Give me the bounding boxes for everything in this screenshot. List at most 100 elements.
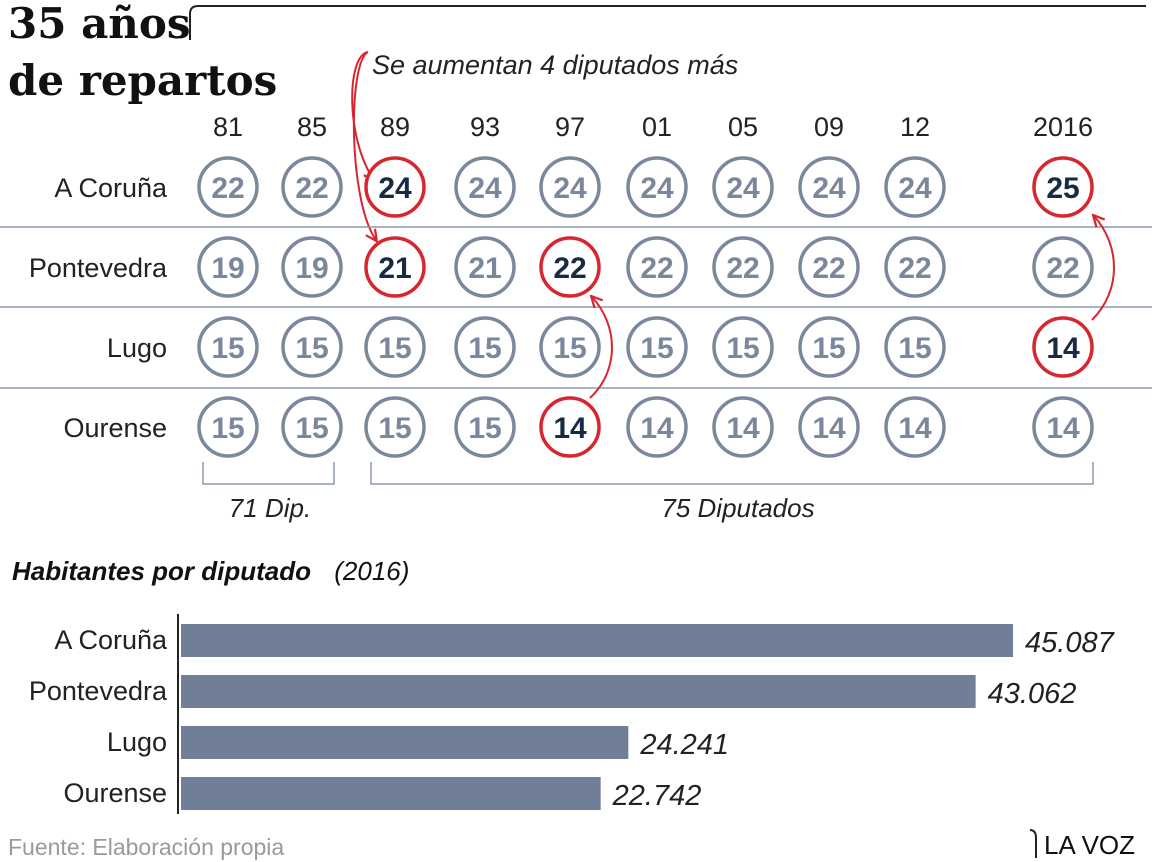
seat-circle: 22	[712, 236, 774, 298]
title-line-2: de repartos	[8, 56, 277, 105]
year-header: 89	[380, 112, 410, 142]
seat-circle: 15	[798, 316, 860, 378]
seat-value: 21	[468, 252, 501, 285]
seat-circle: 15	[197, 316, 259, 378]
seat-circle: 15	[454, 316, 516, 378]
chart-title: Habitantes por diputado (2016)	[12, 556, 409, 586]
bar-value-label: 43.062	[988, 678, 1077, 710]
seat-circle-ring	[281, 396, 343, 458]
year-header: 93	[470, 112, 500, 142]
bar-category-label: A Coruña	[54, 625, 168, 655]
seat-circle-ring	[884, 156, 946, 218]
brand-logo: LA VOZ	[1044, 830, 1135, 860]
province-label: Lugo	[107, 333, 167, 363]
seat-value: 22	[812, 252, 845, 285]
seat-value: 15	[468, 332, 501, 365]
seat-value: 14	[1046, 412, 1080, 445]
seat-value: 19	[211, 252, 244, 285]
province-label: A Coruña	[54, 173, 168, 203]
seat-circle-ring	[539, 156, 601, 218]
seat-circle: 22	[626, 236, 688, 298]
seat-circle: 24	[626, 156, 688, 218]
seat-circle: 22	[798, 236, 860, 298]
seat-circle-ring	[197, 156, 259, 218]
bracket-75	[370, 462, 1094, 485]
seat-circle-ring	[454, 396, 516, 458]
seat-circle: 14	[884, 396, 946, 458]
seat-circle-ring	[798, 156, 860, 218]
seat-circle: 15	[197, 396, 259, 458]
source-note: Fuente: Elaboración propia	[8, 834, 284, 860]
seat-circle-ring	[798, 396, 860, 458]
seat-value: 14	[640, 412, 674, 445]
bracket-71	[202, 462, 335, 485]
bar-category-label: Ourense	[63, 778, 167, 808]
seat-circle: 14	[539, 396, 601, 458]
seat-circle-ring	[539, 316, 601, 378]
seat-value: 14	[726, 412, 760, 445]
year-headers: 81 85 89 93 97 01 05 09 12 2016	[213, 112, 1093, 142]
year-header: 12	[900, 112, 930, 142]
seat-circle: 15	[539, 316, 601, 378]
seat-circle: 22	[884, 236, 946, 298]
seat-value: 25	[1046, 172, 1079, 205]
bar	[181, 675, 976, 708]
seat-circle: 14	[712, 396, 774, 458]
seat-value: 14	[1046, 332, 1080, 365]
seat-circle-ring	[539, 396, 601, 458]
seat-circle-ring	[712, 396, 774, 458]
seat-circle: 15	[364, 396, 426, 458]
seat-circle-ring	[281, 236, 343, 298]
seat-circle: 21	[454, 236, 516, 298]
bar-category-label: Pontevedra	[29, 676, 168, 706]
seat-circle: 15	[281, 396, 343, 458]
seat-circle-ring	[281, 156, 343, 218]
seat-value: 24	[468, 172, 502, 205]
seat-circle-ring	[712, 316, 774, 378]
year-header: 09	[814, 112, 844, 142]
seat-circle-ring	[884, 316, 946, 378]
seat-value: 15	[295, 332, 328, 365]
seat-value: 24	[898, 172, 932, 205]
year-header: 2016	[1033, 112, 1093, 142]
year-header: 97	[555, 112, 585, 142]
seat-circle: 22	[281, 156, 343, 218]
seat-circle-ring	[712, 156, 774, 218]
seat-circle: 15	[364, 316, 426, 378]
seat-value: 22	[640, 252, 673, 285]
title-bracket	[189, 5, 1146, 40]
seat-circle: 15	[884, 316, 946, 378]
transfer-arrow-ourense-to-pontevedra	[589, 297, 613, 399]
seat-value: 15	[378, 412, 411, 445]
seat-circle: 21	[364, 236, 426, 298]
transfer-arrow-lugo-to-coruna	[1091, 216, 1115, 321]
seat-circle: 19	[197, 236, 259, 298]
seat-rows: A Coruña 22 22 24 24 24 24 24 24 24 25 Pontevedra 19…	[29, 156, 1094, 458]
seat-circle: 22	[1032, 236, 1094, 298]
seat-circle-ring	[1032, 396, 1094, 458]
year-header: 01	[642, 112, 672, 142]
seat-circle-ring	[626, 156, 688, 218]
seat-circle: 14	[798, 396, 860, 458]
seat-circle: 15	[454, 396, 516, 458]
seat-circle-ring	[626, 396, 688, 458]
seat-circle: 14	[626, 396, 688, 458]
seat-circle-ring	[281, 316, 343, 378]
bar-value-label: 24.241	[639, 729, 729, 761]
seat-circle-ring	[539, 236, 601, 298]
seat-circle: 14	[1032, 396, 1094, 458]
seat-value: 14	[553, 412, 587, 445]
bar-category-label: Lugo	[107, 727, 167, 757]
seat-value: 22	[211, 172, 244, 205]
bar-chart: A Coruña 45.087 Pontevedra 43.062 Lugo 24.241…	[29, 624, 1116, 812]
seat-value: 24	[553, 172, 587, 205]
year-header: 85	[297, 112, 327, 142]
title-line-1: 35 años	[8, 0, 190, 48]
seat-circle-ring	[798, 236, 860, 298]
seat-circle: 25	[1032, 156, 1094, 218]
seat-value: 24	[812, 172, 846, 205]
seat-value: 22	[295, 172, 328, 205]
bar	[181, 777, 601, 810]
seat-circle-ring	[364, 236, 426, 298]
seat-circle-ring	[884, 236, 946, 298]
